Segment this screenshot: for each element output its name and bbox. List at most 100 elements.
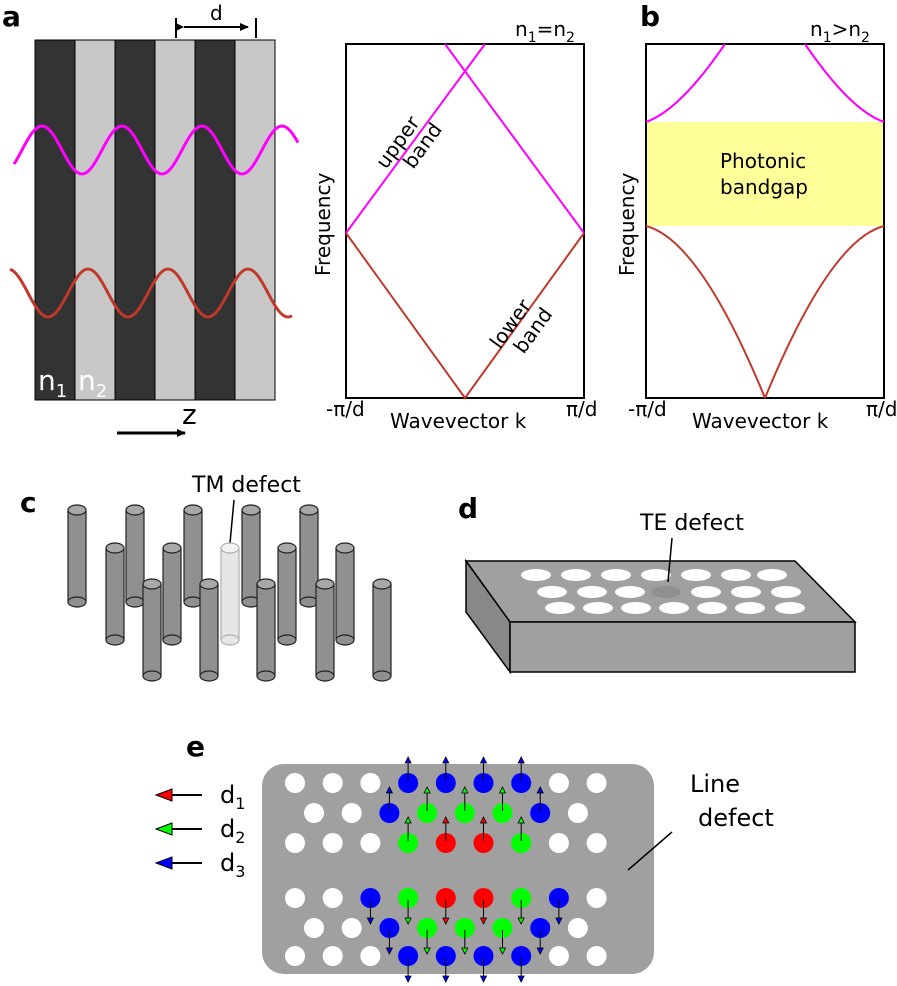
rod-body <box>242 510 260 602</box>
dipole-hole <box>492 918 513 955</box>
dipole-arrowhead <box>479 756 488 764</box>
slab-hole <box>721 569 751 581</box>
dipole-hole <box>435 816 456 853</box>
tm-defect-pointer <box>229 499 235 544</box>
rod-body <box>200 584 218 676</box>
rod <box>277 542 297 646</box>
dipole-hole <box>435 888 456 925</box>
dipole-hole <box>379 918 400 955</box>
xtick-left-equal: -π/d <box>326 397 365 421</box>
hole-circle <box>435 833 456 853</box>
rod-top <box>67 504 87 516</box>
dipole-arrowhead <box>498 786 507 794</box>
hole-circle <box>360 946 381 966</box>
high-index-layer <box>194 39 236 401</box>
hole-circle <box>530 918 551 938</box>
dipole-arrowhead <box>442 756 450 764</box>
hole-circle <box>548 946 569 966</box>
rod-bottom <box>67 596 87 608</box>
hole-circle <box>454 803 475 823</box>
rod-body <box>278 548 296 640</box>
rod-body <box>68 510 86 602</box>
line-defect-pointer <box>627 831 673 871</box>
rod-top <box>277 542 297 554</box>
air-hole <box>548 946 569 966</box>
dipole-hole <box>511 816 532 853</box>
rod-body <box>163 548 181 640</box>
slab-front <box>509 621 856 673</box>
band-plot-equal: n1=n2 Frequency Wavevector k -π/d π/d up… <box>311 17 597 433</box>
slab-hole <box>521 569 551 581</box>
upper-band-wave <box>12 124 300 176</box>
rod-bottom <box>315 670 335 682</box>
air-hole <box>360 773 381 793</box>
line-defect-label-2: defect <box>698 804 774 832</box>
dipole-arrowhead <box>517 816 525 824</box>
slab-hole <box>735 602 765 614</box>
dipole-hole <box>548 888 569 925</box>
rod-top <box>105 542 125 554</box>
hole-circle <box>548 888 569 908</box>
rod <box>183 504 203 608</box>
rod <box>162 542 182 646</box>
rod-top <box>183 504 203 516</box>
lower-band-wave <box>9 267 293 319</box>
dipole-arrowhead <box>479 975 488 983</box>
hole-circle <box>511 773 532 793</box>
air-hole <box>285 773 305 793</box>
air-hole <box>586 773 607 793</box>
dipole-hole <box>398 756 419 793</box>
xtick-right-bandgap: π/d <box>866 397 897 421</box>
air-hole <box>285 833 305 853</box>
upper-band-curve-2 <box>444 43 585 234</box>
rod-top <box>335 542 355 554</box>
dipole-hole <box>511 888 532 925</box>
hole-circle <box>322 773 343 793</box>
hole-circle <box>586 946 607 966</box>
rod-top <box>199 578 219 590</box>
dipole-arrowhead <box>479 917 488 925</box>
dipole-hole <box>435 756 456 793</box>
hole-circle <box>492 918 513 938</box>
dipole-arrowhead <box>366 917 375 925</box>
hole-circle <box>567 918 588 938</box>
dipole-hole <box>473 816 494 853</box>
hole-circle <box>511 888 532 908</box>
rod-body <box>316 584 334 676</box>
rod-bottom <box>199 670 219 682</box>
bandgap-label-2: bandgap <box>720 175 808 199</box>
xlabel-equal: Wavevector k <box>390 409 527 433</box>
slab-hole <box>691 586 721 598</box>
hole-circle <box>398 773 419 793</box>
multilayer-stack <box>34 39 276 401</box>
dipole-arrowhead <box>385 947 394 955</box>
dipole-arrowhead <box>442 975 450 983</box>
dipole-arrowhead <box>442 816 450 824</box>
rod-bottom <box>277 634 297 646</box>
rod-bottom <box>372 670 392 682</box>
rod-top <box>372 578 392 590</box>
dipole-hole <box>511 946 532 983</box>
dipole-arrowhead <box>385 786 394 794</box>
bandgap-label-1: Photonic <box>720 149 806 173</box>
n1-label: n1 <box>38 364 67 402</box>
dipole-hole <box>492 786 513 823</box>
hole-circle <box>379 918 400 938</box>
hole-circle <box>285 773 305 793</box>
rod <box>199 578 219 682</box>
rod-top <box>125 504 145 516</box>
legend-label: d2 <box>220 815 245 847</box>
condition-equal-label: n1=n2 <box>515 17 575 46</box>
air-hole <box>360 946 381 966</box>
defect-hole <box>651 586 681 598</box>
hole-circle <box>586 773 607 793</box>
panel-b-letter: b <box>640 0 660 33</box>
air-hole <box>548 773 569 793</box>
hole-circle <box>341 803 362 823</box>
slab-hole <box>775 602 805 614</box>
panel-c: c TM defect <box>20 473 392 682</box>
low-index-layer <box>234 39 276 401</box>
panel-c-letter: c <box>20 486 37 519</box>
